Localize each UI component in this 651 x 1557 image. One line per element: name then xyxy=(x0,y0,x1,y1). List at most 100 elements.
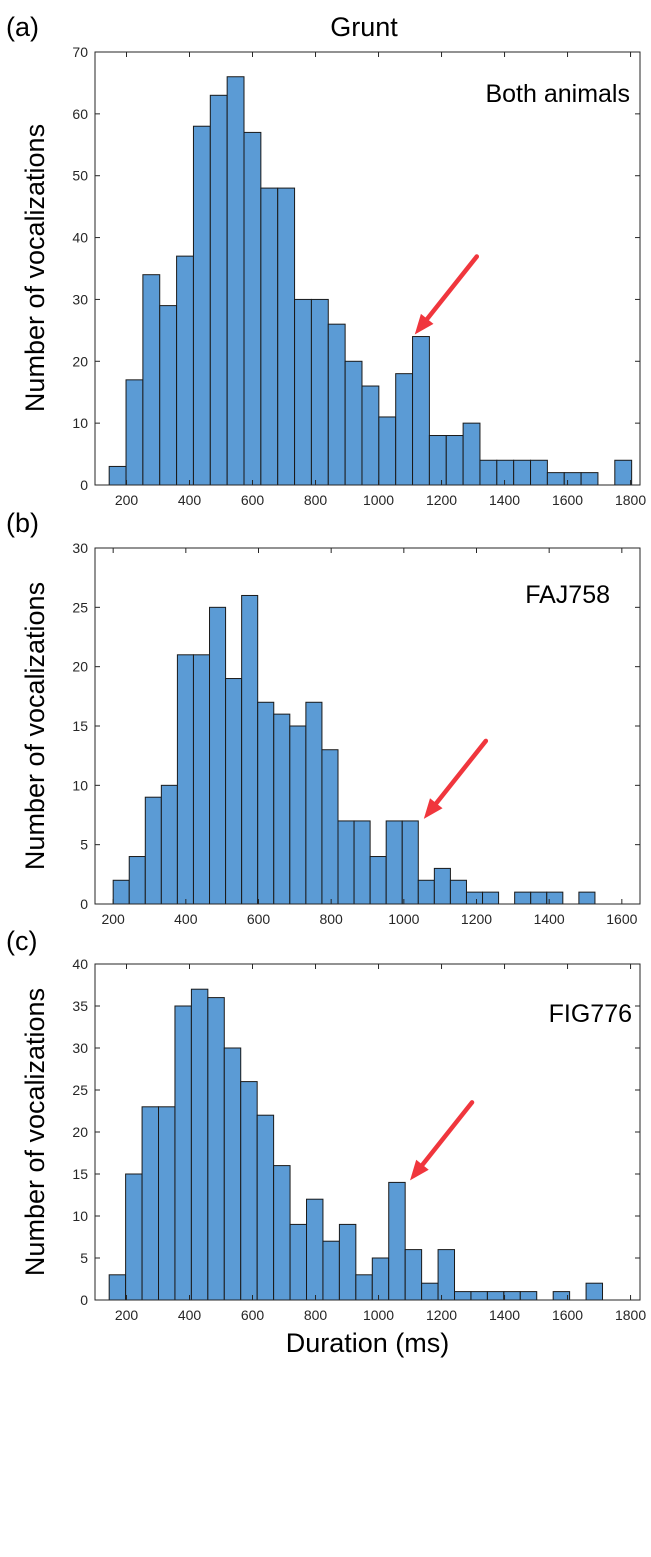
y-axis-title: Number of vocalizations xyxy=(20,988,50,1276)
x-tick-label: 1200 xyxy=(426,492,457,508)
y-tick-label: 60 xyxy=(72,106,88,122)
histogram-bar xyxy=(277,187,296,486)
histogram-bar xyxy=(486,1291,505,1301)
histogram-bar xyxy=(128,856,146,905)
panel-tag: (a) xyxy=(6,12,39,42)
histogram-bar xyxy=(273,1165,291,1301)
histogram-bar xyxy=(144,796,162,905)
histogram-bar xyxy=(241,594,259,905)
histogram-bar xyxy=(546,472,565,486)
histogram-bar xyxy=(310,298,329,486)
histogram-bar xyxy=(433,867,451,905)
histogram-bar xyxy=(209,94,228,486)
x-tick-label: 1200 xyxy=(461,911,492,927)
y-tick-label: 0 xyxy=(80,477,88,493)
histogram-bar xyxy=(257,701,275,905)
bars xyxy=(108,988,604,1301)
red-arrow-icon xyxy=(414,254,480,335)
histogram-bar xyxy=(190,988,209,1301)
histogram-bar xyxy=(412,336,430,486)
histogram-bar xyxy=(404,1249,423,1301)
x-tick-label: 400 xyxy=(174,911,198,927)
histogram-bar xyxy=(305,701,323,905)
x-tick-label: 400 xyxy=(178,1307,202,1323)
y-tick-label: 15 xyxy=(72,718,88,734)
histogram-bar xyxy=(344,360,363,486)
histogram-bar xyxy=(369,856,387,905)
histogram-bar xyxy=(530,891,548,905)
histogram-bar xyxy=(125,379,144,486)
x-tick-label: 1600 xyxy=(606,911,637,927)
histogram-bar xyxy=(337,820,355,905)
panel-a: 200 400 600 800 1000 1200 1400 1600 1800 0 10 20 30 4… xyxy=(6,12,646,508)
y-tick-label: 20 xyxy=(72,659,88,675)
histogram-bar xyxy=(289,1223,308,1301)
y-tick-label: 10 xyxy=(72,777,88,793)
panel-label: FAJ758 xyxy=(525,581,610,609)
histogram-bar xyxy=(174,1005,192,1301)
red-arrow-icon xyxy=(423,738,489,819)
histogram-bar xyxy=(580,472,599,486)
x-tick-label: 1400 xyxy=(534,911,565,927)
histogram-bar xyxy=(437,1249,456,1301)
histogram-bar xyxy=(470,1291,488,1301)
x-tick-label: 1000 xyxy=(363,492,394,508)
x-tick-label: 800 xyxy=(304,1307,328,1323)
histogram-bar xyxy=(256,1114,275,1301)
histogram-bar xyxy=(428,435,447,486)
histogram-bar xyxy=(503,1291,521,1301)
histogram-bar xyxy=(112,879,130,905)
y-tick-label: 35 xyxy=(72,998,88,1014)
bars xyxy=(108,76,633,486)
x-tick-label: 1000 xyxy=(363,1307,394,1323)
histogram-bar xyxy=(192,125,211,486)
histogram-bar xyxy=(465,891,484,905)
x-tick-label: 1600 xyxy=(552,1307,583,1323)
histogram-bar xyxy=(513,459,532,486)
histogram-bar xyxy=(445,435,464,486)
panel-label: FIG776 xyxy=(549,1000,632,1028)
histogram-bar xyxy=(207,997,225,1301)
y-tick-label: 20 xyxy=(72,1124,88,1140)
x-tick-label: 200 xyxy=(115,492,139,508)
figure-title: Grunt xyxy=(330,12,398,42)
y-tick-label: 25 xyxy=(72,1082,88,1098)
histogram-bar xyxy=(321,749,339,905)
histogram-bar xyxy=(142,274,161,486)
histogram-bar xyxy=(578,891,596,905)
x-tick-label: 600 xyxy=(241,1307,265,1323)
y-tick-label: 5 xyxy=(80,837,88,853)
panel-c: 200 400 600 800 1000 1200 1400 1600 1800 0 5 10 15 20… xyxy=(6,926,646,1358)
panel-b: 200 400 600 800 1000 1200 1400 1600 0 5 10 15 20 25 30… xyxy=(6,508,641,927)
histogram-bar xyxy=(585,1282,604,1301)
y-tick-label: 40 xyxy=(72,230,88,246)
histogram-bar xyxy=(353,820,371,905)
histogram-bar xyxy=(125,1173,143,1301)
histogram-bar xyxy=(449,879,467,905)
histogram-bar xyxy=(176,255,194,486)
histogram-bar xyxy=(289,725,307,905)
histogram-bar xyxy=(338,1223,357,1301)
histogram-bar xyxy=(192,654,211,905)
histogram-bar xyxy=(108,465,127,486)
y-tick-label: 70 xyxy=(72,44,88,60)
y-tick-label: 5 xyxy=(80,1250,88,1266)
y-tick-label: 0 xyxy=(80,896,88,912)
x-tick-label: 1800 xyxy=(615,492,646,508)
histogram-bar xyxy=(223,1047,242,1301)
x-tick-label: 800 xyxy=(304,492,328,508)
histogram-bar xyxy=(514,891,532,905)
y-tick-label: 50 xyxy=(72,168,88,184)
y-tick-label: 30 xyxy=(72,1040,88,1056)
x-tick-label: 600 xyxy=(241,492,265,508)
y-axis-title: Number of vocalizations xyxy=(20,124,50,412)
histogram-bar xyxy=(160,784,178,905)
histogram-bar xyxy=(209,606,227,905)
histogram-bar xyxy=(401,820,419,905)
histogram-bar xyxy=(519,1291,538,1301)
y-axis-title: Number of vocalizations xyxy=(20,582,50,870)
histogram-bar xyxy=(243,131,262,486)
x-tick-label: 200 xyxy=(101,911,125,927)
red-arrow-icon xyxy=(410,1100,475,1181)
y-tick-label: 0 xyxy=(80,1292,88,1308)
